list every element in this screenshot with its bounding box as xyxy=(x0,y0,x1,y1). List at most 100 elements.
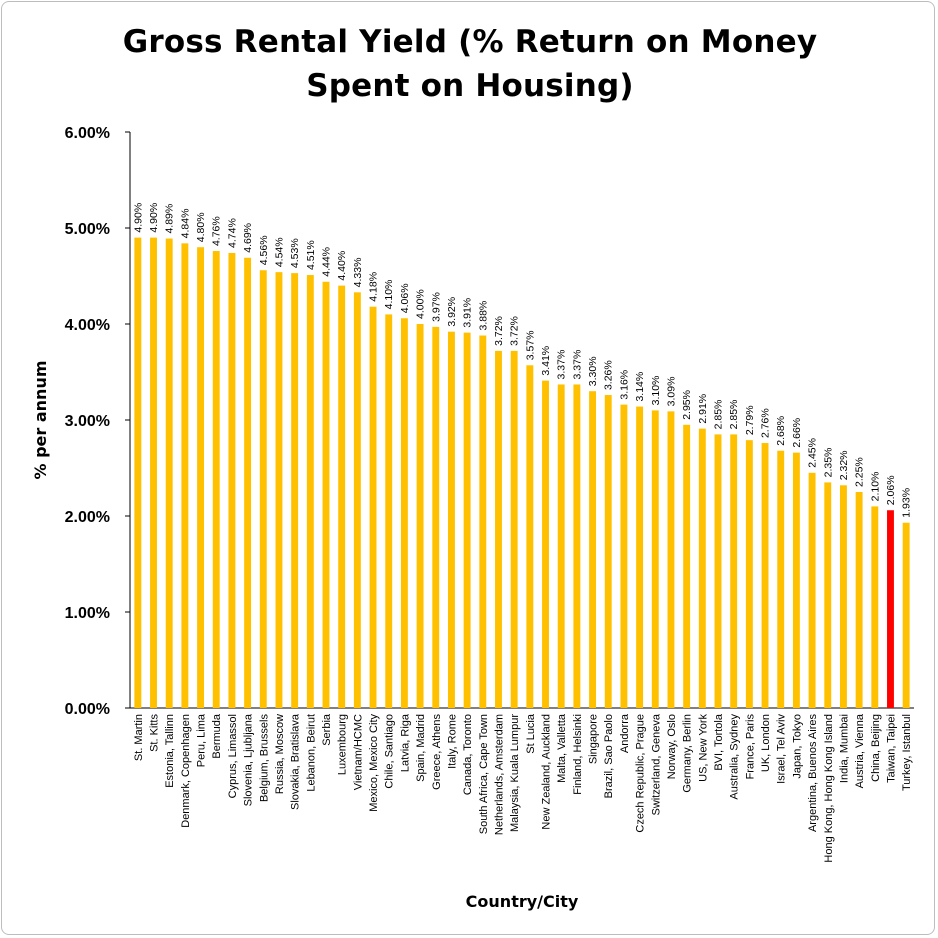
x-tick-label: Chile, Santiago xyxy=(384,714,396,789)
bar xyxy=(322,281,330,708)
x-tick-label: Estonia, Tallinn xyxy=(164,714,176,788)
data-label: 4.44% xyxy=(321,247,333,277)
data-label: 3.92% xyxy=(446,297,458,327)
x-tick-label: UK, London xyxy=(760,714,772,772)
x-tick-label: Argentina, Buenos Aires xyxy=(807,714,819,833)
data-label: 3.41% xyxy=(540,346,552,376)
x-tick-label: Serbia xyxy=(321,713,333,746)
x-tick-label: Singapore xyxy=(588,714,600,764)
y-tick-label: 1.00% xyxy=(65,605,110,622)
data-label: 2.35% xyxy=(822,448,834,478)
x-tick-label: New Zealand, Auckland xyxy=(541,714,553,830)
chart-title: Gross Rental Yield (% Return on Money Spe… xyxy=(122,24,818,104)
x-tick-label: BVI, Tortola xyxy=(713,713,725,771)
x-tick-label: Italy, Rome xyxy=(446,714,458,769)
x-tick-label: Brazil, Sao Paolo xyxy=(603,714,615,798)
data-label: 3.97% xyxy=(430,292,442,322)
data-label: 2.95% xyxy=(681,390,693,420)
bar xyxy=(369,306,377,708)
data-label: 4.74% xyxy=(226,218,238,248)
data-label: 4.90% xyxy=(132,203,144,233)
data-label: 4.10% xyxy=(383,280,395,310)
bar xyxy=(651,410,659,708)
bar xyxy=(479,335,487,708)
x-tick-label: Austria, Vienna xyxy=(854,713,866,788)
bar xyxy=(902,522,910,708)
bar xyxy=(557,384,565,708)
bar xyxy=(777,450,785,708)
data-label: 2.85% xyxy=(728,400,740,430)
x-tick-label: Hong Kong, Hong Kong Island xyxy=(823,714,835,863)
x-tick-label: Belgium, Brussels xyxy=(258,714,270,803)
x-tick-label: Israel, Tel Aviv xyxy=(776,714,788,784)
data-label: 4.54% xyxy=(273,237,285,267)
data-label: 4.84% xyxy=(179,209,191,239)
x-tick-label: St Lucia xyxy=(525,713,537,754)
data-label: 3.09% xyxy=(665,377,677,407)
data-label: 4.33% xyxy=(352,258,364,288)
x-tick-label: Latvia, Riga xyxy=(399,713,411,772)
x-tick-label: Turkey, Istanbul xyxy=(901,714,913,791)
bar xyxy=(338,285,346,708)
bars xyxy=(134,237,910,709)
bar xyxy=(259,270,267,708)
x-tick-label: Denmark, Copenhagen xyxy=(180,714,192,828)
bar xyxy=(306,275,314,708)
data-label: 4.56% xyxy=(258,235,270,265)
data-label: 2.06% xyxy=(885,475,897,505)
bar xyxy=(620,404,628,708)
data-label: 4.53% xyxy=(289,238,301,268)
x-tick-label: Cyprus, Limassol xyxy=(227,714,239,798)
bar xyxy=(824,482,832,708)
data-label: 3.14% xyxy=(634,372,646,402)
x-tick-label: St. Kitts xyxy=(149,714,161,752)
x-tick-label: US, New York xyxy=(697,714,709,782)
bar xyxy=(526,365,534,708)
y-tick-label: 4.00% xyxy=(65,317,110,334)
bar xyxy=(589,391,597,708)
x-tick-label: Luxembourg xyxy=(337,714,349,775)
x-tick-label: Andorra xyxy=(619,713,631,753)
bar xyxy=(667,411,675,708)
x-tick-label: Norway, Oslo xyxy=(666,714,678,779)
bar xyxy=(761,443,769,708)
x-tick-label: Czech Republic, Prague xyxy=(635,714,647,833)
bar xyxy=(385,314,393,708)
data-label: 4.06% xyxy=(399,283,411,313)
x-tick-label: Germany, Berlin xyxy=(682,714,694,793)
y-tick-label: 3.00% xyxy=(65,413,110,430)
bar xyxy=(212,251,220,709)
x-tick-label: Canada, Toronto xyxy=(462,714,474,795)
x-tick-label: Australia, Sydney xyxy=(729,714,741,800)
x-tick-label: Slovenia, Ljubljana xyxy=(243,713,255,806)
data-label: 2.85% xyxy=(713,400,725,430)
x-tick-label: Japan, Tokyo xyxy=(791,714,803,779)
x-axis-ticks: St. Martin St. Kitts Estonia, Tallinn Denma… xyxy=(133,713,913,862)
data-label: 2.10% xyxy=(869,472,881,502)
data-label: 2.91% xyxy=(697,394,709,424)
x-tick-label: Greece, Athens xyxy=(431,714,443,790)
bar xyxy=(510,350,518,708)
data-label: 2.25% xyxy=(854,457,866,487)
bar xyxy=(495,350,502,708)
y-axis-title: % per annum xyxy=(31,360,50,479)
x-tick-label: Finland, Helsinki xyxy=(572,714,584,795)
data-label: 2.66% xyxy=(791,418,803,448)
bar xyxy=(165,238,173,708)
x-tick-label: Malta, Valletta xyxy=(556,713,568,783)
bar xyxy=(353,292,361,708)
data-label: 3.57% xyxy=(524,330,536,360)
data-label: 4.00% xyxy=(415,289,427,319)
x-tick-label: France, Paris xyxy=(744,714,756,780)
bar xyxy=(244,257,252,708)
data-label: 3.72% xyxy=(509,316,521,346)
x-tick-label: South Africa, Cape Town xyxy=(478,714,490,834)
bar xyxy=(432,326,440,708)
x-tick-label: Slovakia, Bratislava xyxy=(290,713,302,810)
bar xyxy=(463,332,471,708)
bar xyxy=(636,406,644,708)
bar xyxy=(808,472,816,708)
data-label: 3.10% xyxy=(650,376,662,406)
x-axis-title: Country/City xyxy=(466,892,579,911)
